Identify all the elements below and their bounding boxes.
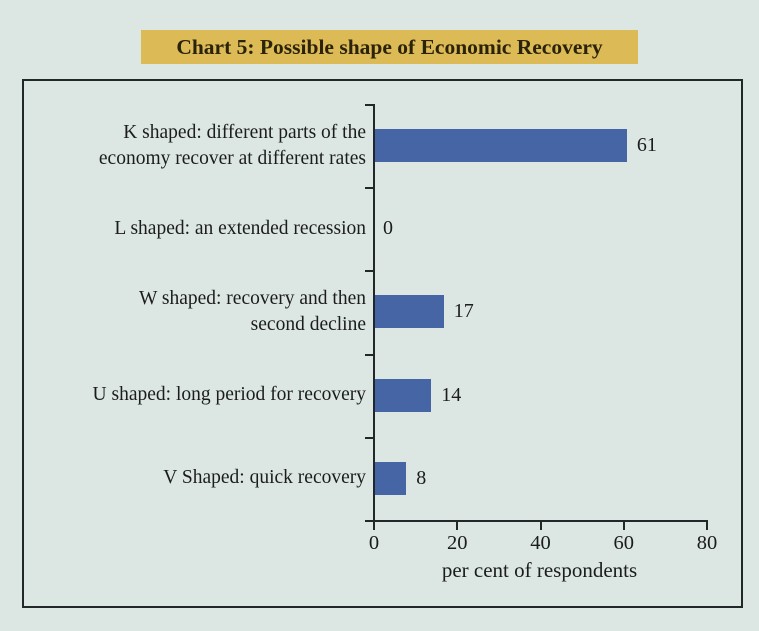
x-tick-label: 40 <box>530 532 551 554</box>
chart-row: L shaped: an extended recession 0 <box>24 187 741 270</box>
category-label-line: economy recover at different rates <box>98 147 366 169</box>
bar <box>373 378 432 412</box>
category-label-line: second decline <box>250 313 366 335</box>
value-label: 14 <box>441 383 462 406</box>
y-axis-tick <box>365 436 373 439</box>
y-axis-line <box>373 104 375 530</box>
bar <box>373 461 407 495</box>
x-tick-label: 80 <box>696 532 718 554</box>
category-label-line: L shaped: an extended recession <box>114 217 366 239</box>
value-label: 8 <box>416 466 427 489</box>
chart-frame: K shaped: different parts of the economy … <box>22 79 743 608</box>
category-label: L shaped: an extended recession <box>24 187 366 270</box>
x-axis-tick <box>456 522 459 530</box>
y-axis-tick <box>365 104 373 106</box>
x-axis-title: per cent of respondents <box>441 558 638 582</box>
category-label: K shaped: different parts of the economy … <box>24 104 366 187</box>
x-axis-tick <box>622 522 625 530</box>
y-axis-tick <box>365 353 373 356</box>
category-label-line: W shaped: recovery and then <box>138 287 366 309</box>
chart-title: Chart 5: Possible shape of Economic Reco… <box>141 30 638 64</box>
x-axis-tick <box>539 522 542 530</box>
y-axis-tick <box>365 187 373 190</box>
chart-row: W shaped: recovery and then second declin… <box>24 270 741 353</box>
chart-row: V Shaped: quick recovery 8 <box>24 437 741 520</box>
bar <box>373 295 444 329</box>
x-tick-label: 0 <box>368 532 380 554</box>
value-label: 17 <box>453 300 474 323</box>
value-label: 61 <box>636 134 657 157</box>
category-label-line: K shaped: different parts of the <box>123 121 366 143</box>
category-label: W shaped: recovery and then second declin… <box>24 270 366 353</box>
chart-row: K shaped: different parts of the economy … <box>24 104 741 187</box>
category-label-line: U shaped: long period for recovery <box>92 384 366 406</box>
category-label-line: V Shaped: quick recovery <box>163 467 366 489</box>
x-axis-line <box>373 520 708 522</box>
category-label: V Shaped: quick recovery <box>24 437 366 520</box>
plot-area: K shaped: different parts of the economy … <box>24 81 741 606</box>
y-axis-tick <box>365 520 373 522</box>
category-label: U shaped: long period for recovery <box>24 354 366 437</box>
bar <box>373 129 627 163</box>
x-axis-tick <box>706 522 708 530</box>
chart-row: U shaped: long period for recovery 14 <box>24 354 741 437</box>
x-tick-label: 60 <box>613 532 635 554</box>
x-tick-label: 20 <box>447 532 468 554</box>
value-label: 0 <box>383 217 393 240</box>
y-axis-tick <box>365 270 373 273</box>
